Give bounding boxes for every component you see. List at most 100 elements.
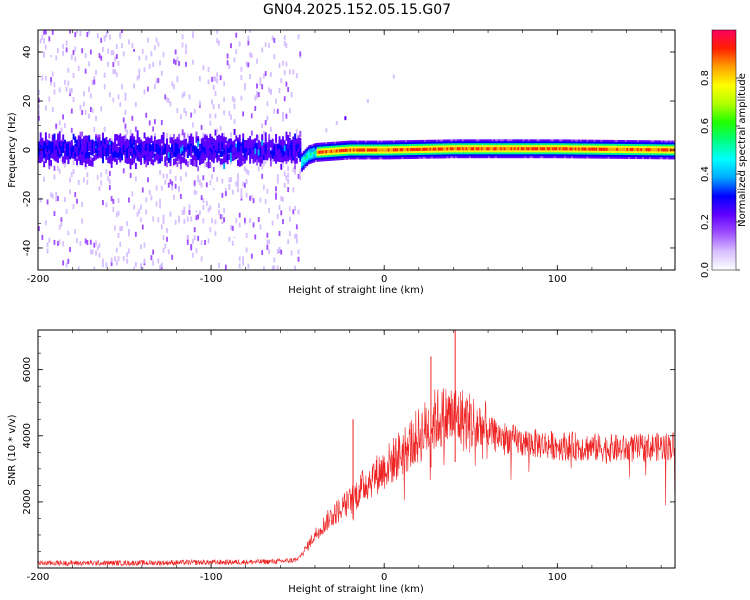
spectrogram-cell: [292, 209, 295, 215]
spectrogram-cell: [356, 142, 359, 146]
spectrogram-cell: [503, 139, 506, 143]
spectrogram-cell: [93, 242, 96, 248]
spectrogram-cell: [115, 44, 118, 50]
spectrogram-cell: [69, 149, 72, 156]
spectrogram-cell: [394, 140, 397, 144]
spectrogram-cell: [287, 87, 290, 93]
spectrogram-cell: [458, 149, 461, 153]
spectrogram-cell: [437, 149, 440, 153]
spectrogram-cell: [190, 158, 193, 165]
spectrogram-cell: [406, 140, 409, 144]
spectrogram-cell: [204, 42, 206, 48]
spectrogram-cell: [126, 252, 129, 258]
spectrogram-cell: [559, 143, 561, 147]
spectrogram-cell: [233, 139, 236, 146]
spectrogram-cell: [382, 148, 385, 152]
spectrogram-cell: [114, 139, 117, 146]
spectrogram-cell: [453, 143, 456, 147]
spectrogram-cell: [543, 149, 546, 153]
spectrogram-cell: [598, 149, 601, 153]
spectrogram-cell: [240, 95, 243, 101]
spectrogram-cell: [411, 142, 414, 146]
spectrogram-cell: [231, 240, 234, 246]
spectrogram-cell: [313, 145, 316, 149]
spectrogram-cell: [44, 132, 47, 139]
spectrogram-cell: [645, 144, 648, 148]
spectrogram-cell: [299, 218, 302, 224]
spectrogram-cell: [105, 262, 108, 268]
spectrogram-cell: [105, 38, 108, 44]
spectrogram-cell: [119, 241, 122, 247]
spectrogram-cell: [41, 234, 44, 240]
spectrogram-cell: [264, 153, 267, 160]
spectrogram-cell: [129, 158, 132, 165]
spectrogram-cell: [655, 150, 658, 154]
spectrogram-cell: [347, 146, 350, 150]
spectrogram-cell: [557, 141, 560, 145]
spectrogram-cell: [164, 159, 167, 166]
spectrogram-cell: [377, 150, 380, 154]
spectrogram-cell: [147, 86, 149, 92]
spectrogram-cell: [141, 224, 144, 230]
spectrogram-cell: [176, 108, 179, 114]
spectrogram-cell: [353, 154, 355, 158]
spectrogram-cell: [292, 150, 295, 157]
spectrogram-cell: [581, 155, 584, 159]
spectrogram-cell: [508, 145, 511, 149]
spectrogram-cell: [517, 155, 520, 159]
spectrogram-cell: [545, 149, 548, 153]
spectrogram-cell: [271, 149, 274, 156]
spectrogram-cell: [268, 87, 271, 93]
spectrogram-cell: [479, 147, 482, 151]
spectrogram-cell: [197, 151, 200, 158]
spectrogram-cell: [138, 152, 141, 159]
spectrogram-cell: [560, 153, 563, 157]
spectrogram-cell: [444, 149, 447, 153]
spectrogram-cell: [141, 187, 144, 193]
spectrogram-cell: [74, 32, 77, 38]
spectrogram-cell: [263, 160, 265, 166]
spectrogram-cell: [451, 139, 454, 143]
spectrogram-cell: [650, 148, 653, 152]
spectrogram-cell: [517, 145, 520, 149]
spectrogram-cell: [107, 147, 110, 154]
spectrogram-cell: [122, 135, 125, 142]
spectrogram-cell: [202, 155, 205, 162]
spectrogram-cell: [235, 147, 238, 154]
spectrogram-cell: [619, 147, 622, 152]
spectrogram-cell: [652, 140, 655, 144]
spectrogram-cell: [465, 147, 468, 151]
spectrogram-cell: [408, 155, 411, 160]
spectrogram-cell: [366, 152, 369, 156]
spectrogram-cell: [548, 141, 551, 145]
spectrogram-cell: [51, 107, 54, 113]
spectrogram-cell: [578, 139, 580, 143]
spectrogram-cell: [448, 155, 451, 159]
spectrogram-cell: [178, 186, 181, 192]
spectrogram-cell: [228, 236, 231, 242]
spectrogram-cell: [571, 153, 574, 157]
spectrogram-cell: [302, 154, 305, 159]
spectrogram-cell: [275, 192, 277, 198]
spectrogram-cell: [569, 147, 572, 151]
spectrogram-cell: [231, 141, 234, 148]
spectrogram-cell: [207, 144, 210, 151]
spectrogram-cell: [657, 154, 660, 158]
spectrogram-cell: [453, 149, 456, 153]
spectrogram-cell: [430, 145, 433, 149]
spectrogram-cell: [610, 149, 613, 153]
spectrogram-cell: [462, 153, 464, 157]
spectrogram-cell: [221, 141, 224, 148]
spectrogram-cell: [306, 157, 309, 161]
spectrogram-cell: [448, 147, 451, 151]
spectrogram-cell: [63, 123, 66, 129]
spectrogram-cell: [342, 146, 345, 151]
spectrogram-cell: [316, 142, 319, 147]
spectrogram-cell: [664, 154, 667, 158]
spectrogram-cell: [72, 96, 75, 102]
spectrogram-cell: [401, 142, 404, 146]
spectrogram-cell: [529, 145, 532, 149]
spectrogram-cell: [81, 145, 84, 152]
spectrogram-cell: [148, 137, 151, 144]
spectrogram-cell: [205, 140, 208, 147]
